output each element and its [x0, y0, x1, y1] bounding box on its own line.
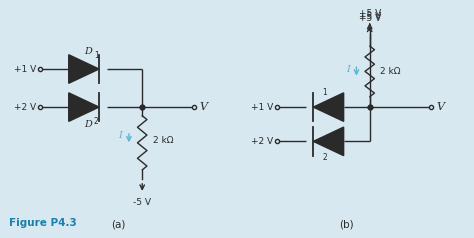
- Text: (a): (a): [111, 219, 126, 229]
- Polygon shape: [313, 127, 344, 156]
- Text: 2: 2: [322, 153, 327, 162]
- Text: +5 V: +5 V: [359, 9, 381, 18]
- Text: +5 V: +5 V: [359, 12, 381, 21]
- Text: (b): (b): [339, 219, 353, 229]
- Text: D: D: [84, 120, 91, 129]
- Polygon shape: [313, 93, 344, 121]
- Text: 2 kΩ: 2 kΩ: [380, 67, 401, 76]
- Text: I: I: [346, 64, 350, 74]
- Text: +1 V: +1 V: [251, 103, 273, 112]
- Text: +2 V: +2 V: [251, 137, 273, 146]
- Text: -5 V: -5 V: [133, 198, 151, 208]
- Text: V: V: [199, 102, 207, 112]
- Text: V: V: [436, 102, 444, 112]
- Text: +5 V: +5 V: [359, 14, 381, 23]
- Text: Figure P4.3: Figure P4.3: [9, 218, 77, 228]
- Text: I: I: [118, 131, 122, 140]
- Text: 1: 1: [94, 50, 99, 60]
- Text: +1 V: +1 V: [14, 64, 36, 74]
- Text: D: D: [84, 47, 91, 56]
- Polygon shape: [69, 55, 99, 83]
- Text: 2: 2: [94, 117, 99, 126]
- Text: 2 kΩ: 2 kΩ: [153, 136, 173, 145]
- Text: +2 V: +2 V: [14, 103, 36, 112]
- Polygon shape: [69, 93, 99, 121]
- Text: 1: 1: [322, 88, 327, 97]
